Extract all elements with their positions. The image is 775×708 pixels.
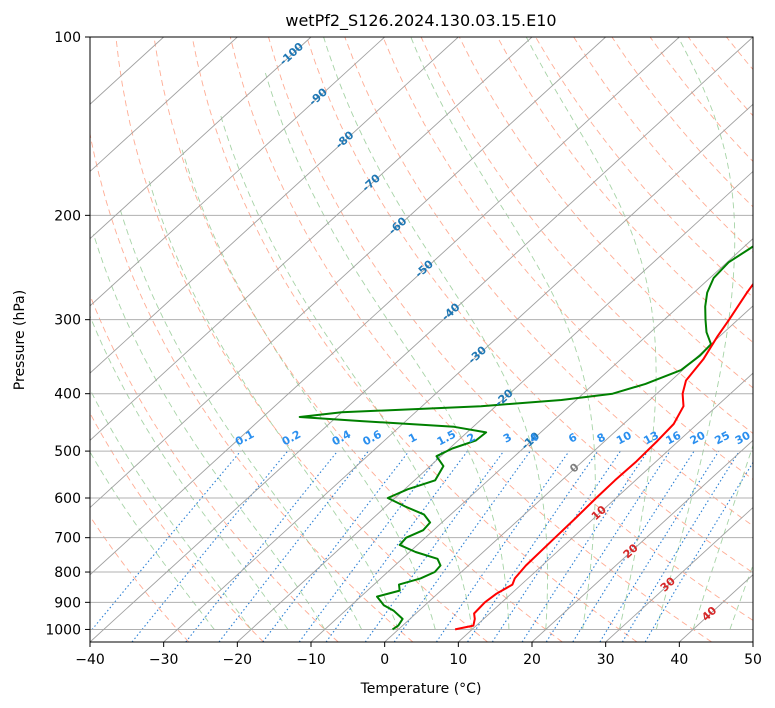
moist-adiabat-line bbox=[119, 208, 363, 630]
dry-adiabat-line bbox=[306, 37, 753, 574]
moist-adiabat-line bbox=[90, 388, 252, 630]
mixing-ratio-line bbox=[572, 450, 695, 642]
mixing-ratio-line bbox=[491, 450, 621, 642]
mixing-ratio-label: 10 bbox=[614, 429, 634, 448]
dry-adiabat-line bbox=[90, 131, 414, 642]
moist-adiabat-line bbox=[410, 37, 596, 630]
mixing-ratio-line bbox=[521, 450, 649, 642]
y-axis-title: Pressure (hPa) bbox=[12, 290, 28, 390]
mixing-ratio-line bbox=[131, 450, 289, 642]
x-tick-label: −10 bbox=[296, 652, 326, 668]
isotherm-line bbox=[458, 372, 753, 642]
dry-adiabat-line bbox=[115, 37, 488, 642]
y-axis: 1000 900 800 700 600 500 400 300 200 100 bbox=[45, 30, 90, 638]
mixing-ratio-label: 13 bbox=[641, 429, 661, 448]
mixing-ratio-line bbox=[364, 450, 505, 642]
mixing-ratio-line bbox=[621, 450, 740, 642]
mixing-ratio-label: 16 bbox=[664, 429, 684, 448]
dry-adiabat-line bbox=[191, 37, 638, 642]
profiles bbox=[298, 245, 753, 631]
isotherm-line bbox=[605, 506, 753, 642]
x-tick-label: −40 bbox=[75, 652, 105, 668]
y-tick-label: 500 bbox=[54, 444, 81, 460]
dry-adiabat-line bbox=[90, 515, 190, 642]
mixing-ratio-line bbox=[325, 450, 468, 642]
plot-area: -100-90-80-70-60-50-40-30-20-10010203040… bbox=[90, 37, 753, 642]
temperature-profile-line bbox=[454, 282, 753, 631]
y-tick-label: 900 bbox=[54, 595, 81, 611]
moist-adiabat-line bbox=[90, 314, 289, 630]
mixing-ratio-label: 20 bbox=[688, 429, 708, 448]
x-tick-label: 20 bbox=[523, 652, 541, 668]
isotherm-line bbox=[90, 37, 238, 173]
moist-adiabat-line bbox=[729, 563, 753, 630]
y-tick-label: 200 bbox=[54, 208, 81, 224]
x-tick-label: 50 bbox=[744, 652, 762, 668]
plot-frame bbox=[89, 36, 754, 643]
moist-adiabat-line bbox=[323, 37, 548, 630]
y-tick-label: 400 bbox=[54, 387, 81, 403]
isotherm-line bbox=[163, 103, 753, 642]
mixing-ratio-line bbox=[185, 450, 339, 642]
isotherm-line bbox=[90, 37, 533, 441]
y-tick-label: 1000 bbox=[45, 622, 81, 638]
mixing-ratio-lines bbox=[90, 450, 753, 642]
dewpoint-profile-line bbox=[298, 245, 753, 631]
y-tick-label: 100 bbox=[54, 30, 81, 46]
isotherm-line bbox=[90, 37, 459, 374]
isotherm-line bbox=[90, 37, 606, 509]
dry-adiabat-line bbox=[90, 412, 264, 642]
x-tick-label: −20 bbox=[223, 652, 253, 668]
isotherm-line bbox=[90, 37, 385, 307]
isotherm-line bbox=[310, 238, 753, 642]
isotherm-line bbox=[90, 37, 312, 240]
mixing-ratio-line bbox=[435, 450, 570, 642]
moist-adiabat-line bbox=[692, 443, 753, 630]
x-axis-title: Temperature (°C) bbox=[360, 681, 482, 697]
mixing-ratio-line bbox=[467, 450, 599, 642]
mixing-ratio-line bbox=[545, 450, 671, 642]
chart-title: wetPf2_S126.2024.130.03.15.E10 bbox=[285, 11, 556, 31]
moist-adiabat-line bbox=[93, 233, 326, 630]
isotherm-line bbox=[90, 37, 680, 576]
x-tick-label: 30 bbox=[597, 652, 615, 668]
dry-adiabat-line bbox=[535, 37, 753, 298]
mixing-ratio-line bbox=[90, 450, 242, 633]
mixing-ratio-line bbox=[298, 450, 444, 642]
mixing-ratio-line bbox=[262, 450, 410, 642]
moist-adiabat-line bbox=[148, 180, 399, 630]
x-tick-label: 10 bbox=[449, 652, 467, 668]
isotherm-line bbox=[531, 439, 753, 642]
mixing-ratio-label: 30 bbox=[733, 429, 753, 448]
dry-adiabat-line bbox=[497, 37, 753, 344]
y-tick-label: 300 bbox=[54, 313, 81, 329]
y-tick-label: 800 bbox=[54, 565, 81, 581]
dry-adiabat-line bbox=[153, 37, 563, 642]
y-tick-label: 700 bbox=[54, 531, 81, 547]
x-tick-label: 40 bbox=[670, 652, 688, 668]
isotherm-line bbox=[90, 37, 753, 642]
x-tick-label: −30 bbox=[149, 652, 179, 668]
moist-adiabat-line bbox=[90, 451, 215, 630]
isotherms bbox=[90, 37, 753, 642]
x-axis: −40 −30 −20 −10 0 10 20 30 40 50 bbox=[75, 642, 762, 668]
dry-adiabat-line bbox=[382, 37, 753, 481]
moist-adiabat-line bbox=[525, 37, 657, 630]
x-tick-label: 0 bbox=[380, 652, 389, 668]
mixing-ratio-label: 25 bbox=[712, 429, 732, 448]
y-tick-label: 600 bbox=[54, 491, 81, 507]
dry-adiabat-line bbox=[268, 37, 753, 621]
pressure-gridlines bbox=[90, 37, 753, 630]
moist-adiabat-line bbox=[655, 37, 736, 630]
isotherm-line bbox=[237, 170, 753, 642]
